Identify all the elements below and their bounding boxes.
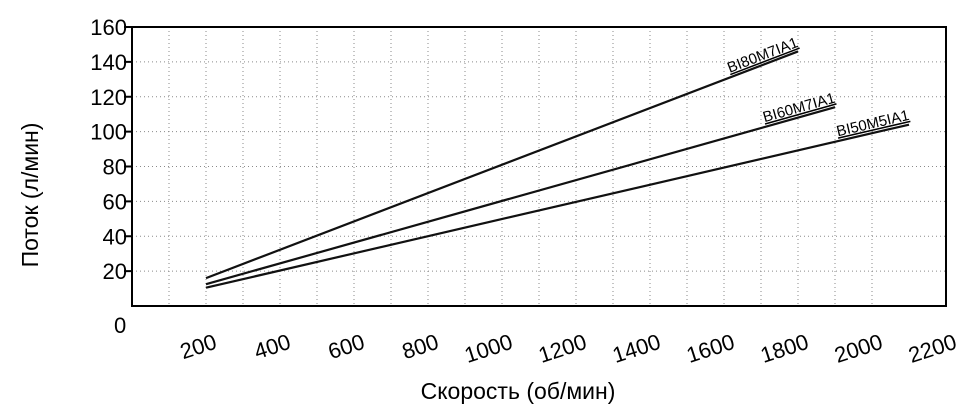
series-label: BI60M7IA1 xyxy=(761,90,837,126)
series-line xyxy=(205,50,799,280)
x-tick-label: 1600 xyxy=(683,329,737,368)
y-tick-label: 40 xyxy=(103,224,127,249)
y-tick-label: 100 xyxy=(90,120,127,145)
y-tick-label: 140 xyxy=(90,50,127,75)
origin-tick-label: 0 xyxy=(114,313,126,338)
y-tick-label: 80 xyxy=(103,155,127,180)
grid xyxy=(132,27,946,306)
y-tick-label: 20 xyxy=(103,259,127,284)
y-axis-title: Поток (л/мин) xyxy=(17,123,43,268)
y-tick-label: 60 xyxy=(103,189,127,214)
series-line xyxy=(205,106,836,286)
x-tick-label: 600 xyxy=(325,329,368,364)
y-axis-ticks: 20 40 60 80 100 120 140 160 xyxy=(90,15,132,284)
x-tick-label: 200 xyxy=(177,329,220,364)
series-line xyxy=(205,123,910,289)
x-tick-label: 2000 xyxy=(831,329,885,368)
x-tick-label: 400 xyxy=(251,329,294,364)
x-axis-title: Скорость (об/мин) xyxy=(421,378,616,404)
plot-frame xyxy=(131,26,947,307)
y-tick-label: 160 xyxy=(90,15,127,40)
series-label: BI50M5IA1 xyxy=(835,107,911,140)
x-tick-label: 1800 xyxy=(757,329,811,368)
series-lines xyxy=(205,50,910,289)
x-tick-label: 1200 xyxy=(535,329,589,368)
x-tick-label: 2200 xyxy=(905,329,957,368)
x-tick-label: 800 xyxy=(399,329,442,364)
x-tick-label: 1400 xyxy=(609,329,663,368)
x-axis-ticks: 200 400 600 800 1000 1200 1400 1600 1800 2000 2200 xyxy=(177,329,957,368)
x-tick-label: 1000 xyxy=(461,329,515,368)
y-tick-label: 120 xyxy=(90,85,127,110)
